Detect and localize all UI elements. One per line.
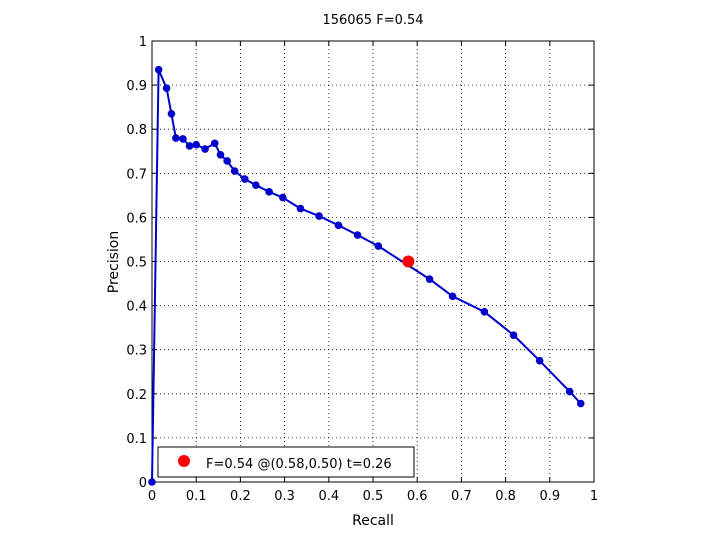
data-point	[167, 109, 176, 118]
y-tick-label: 0.9	[126, 79, 147, 94]
y-tick-label: 0.7	[126, 167, 147, 182]
legend-box	[157, 446, 415, 478]
grid	[152, 41, 594, 482]
data-point	[192, 140, 200, 149]
axis-ticks: 0 0.1 0.2 0.3 0.4 0.5 0.6 0.7 0.8 0.9 1 0 0.1 0.2 0.3 0…	[126, 35, 598, 504]
data-point	[185, 142, 194, 150]
data-point	[265, 188, 273, 196]
data-point	[223, 157, 231, 165]
legend-marker-icon	[178, 455, 190, 467]
data-point	[374, 242, 383, 250]
data-point	[334, 221, 343, 230]
data-point	[148, 478, 156, 486]
data-point	[210, 139, 219, 148]
legend-label: F=0.54 @(0.58,0.50) t=0.26	[206, 457, 392, 472]
series-layer	[148, 65, 585, 486]
y-tick-label: 1	[139, 35, 147, 50]
data-point	[480, 307, 489, 316]
x-tick-label: 0.3	[274, 489, 295, 504]
data-point	[172, 134, 180, 142]
x-tick-label: 0.7	[451, 489, 472, 504]
y-tick-label: 0.2	[126, 388, 147, 403]
data-point	[230, 167, 239, 175]
x-tick-label: 0.2	[230, 489, 251, 504]
data-point	[179, 135, 187, 143]
y-tick-label: 0.8	[126, 123, 147, 138]
data-point	[296, 204, 305, 213]
y-axis-label: Precision	[106, 231, 122, 293]
x-tick-label: 0.5	[363, 489, 384, 504]
data-point	[425, 275, 434, 283]
y-tick-label: 0	[139, 476, 147, 491]
series-line	[151, 68, 582, 483]
y-tick-label: 0.5	[126, 256, 147, 271]
y-tick-label: 0.3	[126, 344, 147, 359]
y-tick-label: 0.1	[126, 432, 147, 447]
x-tick-label: 0.1	[186, 489, 207, 504]
x-axis-label: Recall	[352, 513, 394, 529]
x-tick-label: 0.6	[407, 489, 428, 504]
data-point	[509, 331, 518, 339]
chart-title: 156065 F=0.54	[322, 13, 423, 28]
data-point	[162, 84, 171, 92]
x-tick-label: 0.9	[539, 489, 560, 504]
y-tick-label: 0.4	[126, 300, 147, 315]
data-point	[154, 65, 163, 74]
data-point	[576, 399, 585, 408]
x-tick-label: 0.4	[318, 489, 339, 504]
data-point	[315, 212, 323, 220]
data-point	[241, 175, 249, 183]
x-tick-label: 0.8	[495, 489, 516, 504]
data-point	[252, 181, 260, 190]
data-point	[279, 193, 287, 202]
x-tick-label: 1	[590, 489, 598, 504]
data-point	[353, 231, 362, 239]
highlight-point	[402, 255, 415, 268]
data-point	[201, 145, 209, 153]
data-point	[535, 356, 544, 365]
legend: F=0.54 @(0.58,0.50) t=0.26	[157, 446, 415, 478]
data-point	[448, 292, 457, 301]
data-point	[565, 387, 574, 396]
x-tick-label: 0	[148, 489, 156, 504]
y-tick-label: 0.6	[126, 211, 147, 226]
data-point	[216, 150, 225, 159]
